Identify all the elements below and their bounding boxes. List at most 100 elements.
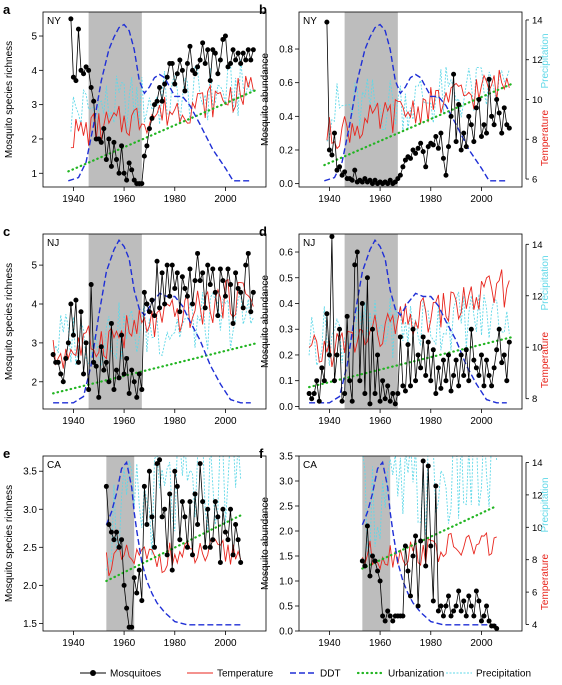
- mosquito-point: [106, 521, 112, 527]
- mosquito-point: [174, 483, 180, 489]
- x-tick-label: 1940: [62, 416, 85, 427]
- mosquito-point: [187, 266, 193, 272]
- mosquito-point: [428, 543, 434, 549]
- mosquito-point: [248, 57, 254, 63]
- legend-marker-mosquitoes: [90, 670, 96, 676]
- mosquito-point: [446, 593, 452, 599]
- plot-area-d: [306, 234, 513, 409]
- mosquito-point: [68, 301, 74, 307]
- y-tick-label: 2.0: [23, 581, 37, 592]
- mosquito-point: [456, 383, 462, 389]
- mosquito-point: [78, 67, 84, 73]
- x-tick-label: 1960: [369, 194, 392, 205]
- mosquito-point: [387, 398, 393, 404]
- mosquito-point: [238, 289, 244, 295]
- mosquito-point: [172, 285, 178, 291]
- mosquito-point: [217, 266, 223, 272]
- precipitation-axis-label: Precipitation: [540, 477, 551, 532]
- mosquito-point: [111, 139, 117, 145]
- mosquito-point: [420, 334, 426, 340]
- mosquito-point: [144, 521, 150, 527]
- panel-c: c NJ Mosquito species richness 1940 1960 1…: [3, 224, 267, 427]
- mosquito-point: [331, 378, 337, 384]
- mosquito-point: [182, 88, 188, 94]
- mosquito-point: [245, 47, 251, 53]
- mosquito-point: [139, 181, 145, 187]
- precipitation-series: [70, 59, 254, 139]
- mosquito-point: [324, 19, 330, 25]
- y-tick-label: 0.0: [279, 627, 293, 638]
- urbanization-series: [67, 89, 257, 173]
- mosquito-point: [192, 491, 198, 497]
- x-tick-label: 1980: [420, 194, 443, 205]
- panel-letter-d: d: [259, 224, 267, 239]
- mosquito-point: [448, 113, 454, 119]
- mosquito-point: [418, 365, 424, 371]
- urbanization-series: [323, 82, 513, 167]
- mosquito-point: [129, 167, 135, 173]
- mosquito-point: [392, 401, 398, 407]
- mosquito-point: [86, 387, 92, 393]
- mosquito-point: [228, 506, 234, 512]
- mosquito-point: [75, 359, 81, 365]
- mosquito-point: [113, 157, 119, 163]
- mosquito-point: [367, 573, 373, 579]
- mosquito-point: [471, 613, 477, 619]
- mosquito-point: [190, 67, 196, 73]
- mosquito-point: [121, 371, 127, 377]
- mosquito-point: [428, 378, 434, 384]
- mosquito-point: [182, 514, 188, 520]
- mosquito-point: [438, 385, 444, 391]
- mosquito-point: [215, 71, 221, 77]
- mosquito-point: [326, 352, 332, 358]
- mosquito-point: [149, 115, 155, 121]
- x-tick-label: 1960: [369, 638, 392, 649]
- panel-e: e CA Mosquito species richness 1940 1960 1…: [3, 446, 267, 649]
- y-tick-label: 0.5: [279, 602, 293, 613]
- mosquito-point: [197, 278, 203, 284]
- mosquito-point: [152, 313, 157, 319]
- mosquito-point: [372, 391, 378, 397]
- mosquito-point: [98, 344, 104, 350]
- mosquito-point: [121, 170, 127, 176]
- mosquito-point: [159, 270, 165, 276]
- plot-area-e: [103, 456, 244, 631]
- mosquito-point: [453, 139, 459, 145]
- mosquito-point: [152, 544, 157, 550]
- mosquito-point: [98, 139, 104, 145]
- mosquito-point: [159, 98, 165, 104]
- mosquito-point: [496, 326, 502, 332]
- urbanization-series: [52, 342, 257, 395]
- mosquito-point: [342, 169, 348, 175]
- mosquito-point: [195, 250, 201, 256]
- y-axis-label-f: Mosquito abundance: [260, 497, 271, 590]
- mosquito-point: [461, 598, 467, 604]
- mosquito-point: [319, 365, 325, 371]
- mosquito-point: [489, 113, 495, 119]
- plot-frame: [42, 455, 267, 632]
- state-label-f: CA: [303, 460, 317, 471]
- ddt-series: [324, 23, 507, 182]
- mosquito-point: [435, 145, 441, 151]
- mosquito-point: [491, 365, 497, 371]
- mosquito-point: [139, 387, 145, 393]
- mosquito-point: [395, 391, 401, 397]
- mosquito-point: [240, 50, 246, 56]
- mosquito-point: [458, 147, 464, 153]
- mosquito-point: [337, 326, 343, 332]
- mosquito-point: [195, 64, 201, 70]
- mosquito-point: [466, 113, 472, 119]
- mosquito-point: [230, 552, 236, 558]
- mosquito-point: [499, 130, 505, 136]
- mosquito-point: [433, 483, 439, 489]
- plot-area-f: [359, 456, 500, 631]
- y-tick-label: 3: [31, 338, 37, 349]
- mosquito-point: [463, 613, 469, 619]
- mosquito-point: [400, 164, 406, 170]
- mosquito-point: [131, 379, 137, 385]
- temperature-series: [52, 278, 254, 369]
- mosquito-point: [101, 367, 107, 373]
- mosquito-point: [233, 57, 239, 63]
- mosquito-point: [446, 144, 452, 150]
